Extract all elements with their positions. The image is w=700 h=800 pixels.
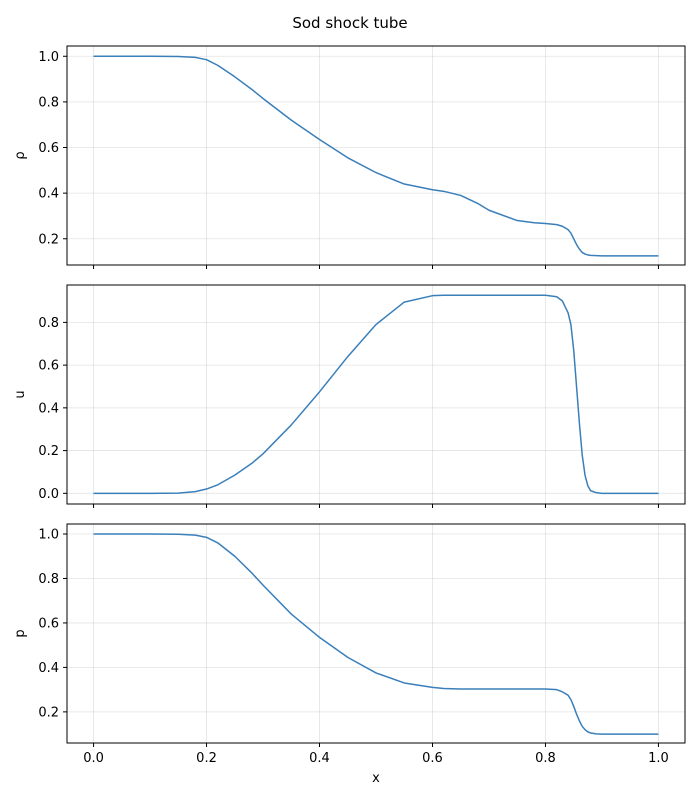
x-tick-label-4: 0.6 — [422, 751, 443, 766]
panel-3-y-axis-label: p — [13, 629, 28, 637]
panel-2-series-line — [93, 294, 659, 495]
panel-3-axes-frame — [66, 523, 686, 744]
panel-1-y-tick-label-4: 0.8 — [38, 95, 59, 110]
panel-3-series-line — [93, 533, 659, 735]
x-tick-label-5: 0.8 — [535, 751, 556, 766]
x-axis-label: x — [372, 771, 380, 786]
panel-2-axes-frame — [66, 284, 686, 505]
panel-3-y-tick-label-1: 0.2 — [38, 705, 59, 720]
panel-1-y-tick-label-2: 0.4 — [38, 187, 59, 202]
chart-title: Sod shock tube — [292, 14, 407, 32]
x-tick-label-2: 0.2 — [196, 751, 217, 766]
panel-1-axes-frame — [66, 45, 686, 266]
panel-3-y-tick-label-5: 1.0 — [38, 528, 59, 543]
panel-2-y-axis-label: u — [13, 390, 28, 398]
panel-3-y-tick-label-4: 0.8 — [38, 572, 59, 587]
panel-2-y-tick-label-1: 0.0 — [38, 487, 59, 502]
panel-1-y-axis-label: ρ — [13, 151, 28, 159]
x-tick-label-3: 0.4 — [309, 751, 330, 766]
panel-1-series-line — [93, 55, 659, 257]
panel-3-y-tick-label-3: 0.6 — [38, 616, 59, 631]
panel-1-y-tick-label-5: 1.0 — [38, 50, 59, 65]
panel-2-y-tick-label-3: 0.4 — [38, 401, 59, 416]
x-tick-label-1: 0.0 — [83, 751, 104, 766]
panel-1-y-tick-label-1: 0.2 — [38, 232, 59, 247]
panel-3-y-tick-label-2: 0.4 — [38, 661, 59, 676]
panel-2-y-tick-label-5: 0.8 — [38, 316, 59, 331]
x-tick-label-6: 1.0 — [648, 751, 669, 766]
panel-1-y-tick-label-3: 0.6 — [38, 141, 59, 156]
panel-2-y-tick-label-4: 0.6 — [38, 359, 59, 374]
panel-2-y-tick-label-2: 0.2 — [38, 444, 59, 459]
